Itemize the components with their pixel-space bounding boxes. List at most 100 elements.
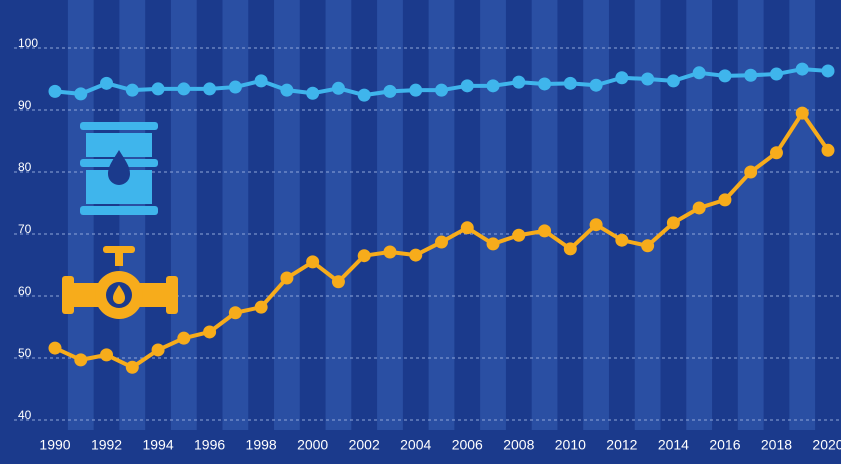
x-tick-label: 2020: [812, 437, 841, 453]
data-point: [48, 84, 62, 98]
data-point: [769, 146, 783, 160]
data-point: [228, 80, 242, 94]
data-point: [383, 245, 397, 259]
x-tick-label: 2006: [452, 437, 483, 453]
x-tick-label: 1992: [91, 437, 122, 453]
data-point: [589, 218, 603, 232]
data-point: [486, 237, 500, 251]
data-point: [795, 106, 809, 120]
y-tick-label: 40: [18, 408, 32, 422]
x-tick-label: 2014: [658, 437, 689, 453]
data-point: [383, 84, 397, 98]
data-point: [125, 360, 139, 374]
x-tick-label: 2016: [709, 437, 740, 453]
data-point: [512, 75, 526, 89]
data-point: [177, 82, 191, 96]
stripe: [634, 0, 661, 430]
x-tick-label: 2008: [503, 437, 534, 453]
data-point: [74, 353, 88, 367]
data-point: [744, 68, 758, 82]
stripe: [583, 0, 609, 430]
x-tick-label: 2012: [606, 437, 637, 453]
data-point: [331, 275, 345, 289]
y-tick-label: 100: [18, 36, 38, 50]
stripe: [480, 0, 506, 430]
x-tick-label: 1994: [142, 437, 173, 453]
labels: 40 50 60 70 80 90 100 1990 1992 1994 1996 1998 2000 2…: [18, 36, 841, 453]
data-point: [460, 79, 474, 93]
stripe: [428, 0, 455, 430]
data-point: [666, 216, 680, 230]
stripe: [170, 0, 197, 430]
data-point: [641, 239, 655, 253]
x-tick-label: 1998: [246, 437, 277, 453]
data-point: [100, 348, 114, 362]
stripe: [325, 0, 352, 430]
x-tick-label: 1990: [39, 437, 70, 453]
data-point: [331, 81, 345, 95]
data-point: [589, 78, 603, 92]
data-point: [563, 242, 577, 256]
data-point: [306, 255, 320, 269]
data-point: [563, 76, 577, 90]
data-point: [254, 300, 268, 314]
data-point: [280, 271, 294, 285]
oil-barrel-icon: [80, 122, 158, 215]
data-point: [357, 88, 371, 102]
data-point: [435, 83, 448, 97]
data-point: [486, 79, 500, 93]
data-point: [538, 224, 552, 238]
x-tick-label: 2018: [761, 437, 792, 453]
gas-valve-icon: [62, 246, 178, 319]
data-point: [692, 201, 706, 215]
data-point: [280, 83, 294, 97]
data-point: [538, 77, 552, 91]
data-point: [100, 76, 114, 90]
stripe: [377, 0, 403, 430]
data-point: [254, 74, 268, 88]
data-point: [306, 86, 320, 100]
plot: [14, 47, 841, 421]
data-point: [615, 233, 629, 247]
data-point: [151, 82, 165, 96]
data-point: [177, 331, 191, 345]
stripe: [737, 0, 764, 430]
x-tick-label: 1996: [194, 437, 225, 453]
x-tick-label: 2002: [349, 437, 380, 453]
data-point: [203, 82, 217, 96]
x-tick-label: 2000: [297, 437, 328, 453]
data-point: [795, 62, 809, 76]
stripe: [274, 0, 300, 430]
stripe: [531, 0, 558, 430]
data-point: [151, 343, 165, 357]
data-point: [718, 69, 732, 83]
data-point: [615, 71, 629, 85]
data-point: [203, 325, 217, 339]
y-tick-label: 50: [18, 346, 32, 360]
y-tick-label: 70: [18, 222, 32, 236]
data-point: [409, 83, 423, 97]
stripe: [222, 0, 249, 430]
data-point: [74, 87, 88, 101]
data-point: [435, 235, 448, 249]
data-point: [357, 249, 371, 263]
data-point: [692, 66, 706, 80]
data-point: [512, 228, 526, 242]
data-point: [821, 64, 835, 78]
data-point: [125, 83, 139, 97]
x-tick-label: 2004: [400, 437, 431, 453]
data-point: [821, 143, 835, 157]
y-tick-label: 60: [18, 284, 32, 298]
y-tick-label: 80: [18, 160, 32, 174]
y-tick-label: 90: [18, 98, 32, 112]
data-point: [228, 306, 242, 320]
data-point: [744, 165, 758, 179]
data-point: [48, 341, 62, 355]
data-point: [641, 72, 655, 86]
data-point: [409, 248, 423, 262]
x-tick-label: 2010: [555, 437, 586, 453]
data-point: [769, 67, 783, 81]
data-point: [718, 193, 732, 207]
data-point: [460, 221, 474, 235]
